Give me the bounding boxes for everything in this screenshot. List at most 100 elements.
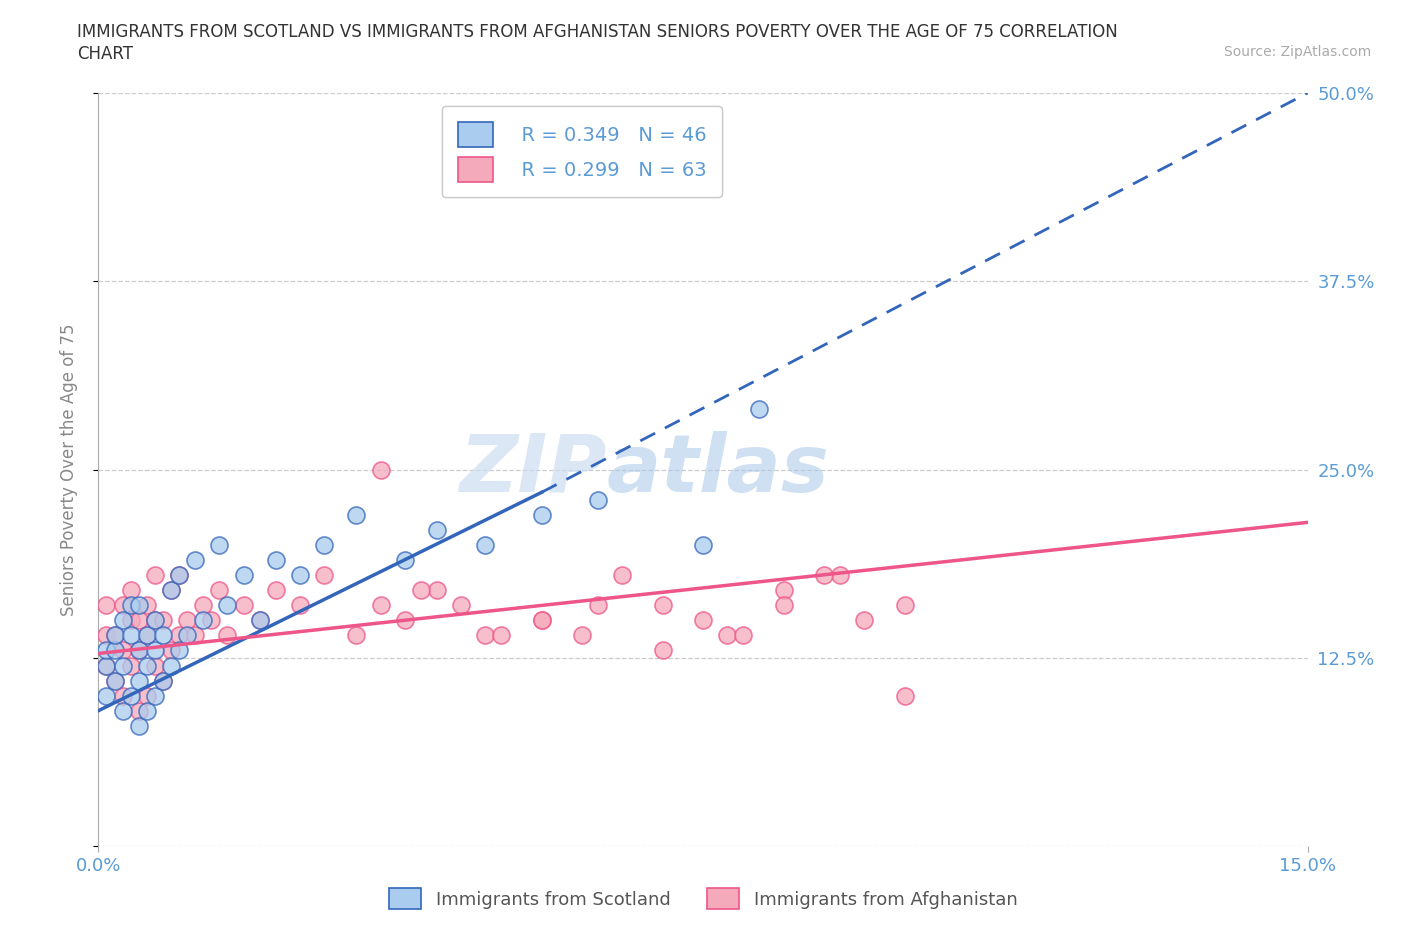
Point xyxy=(409,583,432,598)
Point xyxy=(143,688,166,703)
Point xyxy=(167,567,190,582)
Point xyxy=(128,718,150,733)
Point xyxy=(893,598,915,613)
Point xyxy=(748,402,770,417)
Point xyxy=(143,613,166,628)
Point xyxy=(103,673,125,688)
Point xyxy=(128,703,150,718)
Text: atlas: atlas xyxy=(606,431,830,509)
Point xyxy=(120,598,142,613)
Point xyxy=(530,613,553,628)
Point xyxy=(152,628,174,643)
Point xyxy=(176,613,198,628)
Point xyxy=(530,508,553,523)
Point xyxy=(716,628,738,643)
Point xyxy=(128,643,150,658)
Point xyxy=(264,583,287,598)
Point xyxy=(143,613,166,628)
Point xyxy=(853,613,876,628)
Point xyxy=(96,658,118,673)
Point xyxy=(120,583,142,598)
Point xyxy=(193,598,215,613)
Point xyxy=(184,552,207,567)
Point xyxy=(692,613,714,628)
Point xyxy=(111,613,134,628)
Point xyxy=(143,658,166,673)
Point xyxy=(184,628,207,643)
Point xyxy=(96,688,118,703)
Point xyxy=(111,598,134,613)
Point xyxy=(128,643,150,658)
Point xyxy=(103,673,125,688)
Text: Source: ZipAtlas.com: Source: ZipAtlas.com xyxy=(1223,45,1371,59)
Legend: Immigrants from Scotland, Immigrants from Afghanistan: Immigrants from Scotland, Immigrants fro… xyxy=(381,881,1025,916)
Point xyxy=(491,628,513,643)
Point xyxy=(893,688,915,703)
Point xyxy=(450,598,472,613)
Point xyxy=(733,628,755,643)
Point xyxy=(249,613,271,628)
Point xyxy=(813,567,835,582)
Point xyxy=(370,598,392,613)
Point xyxy=(344,628,367,643)
Point xyxy=(103,628,125,643)
Point xyxy=(288,598,311,613)
Point xyxy=(370,462,392,477)
Point xyxy=(692,538,714,552)
Point xyxy=(167,643,190,658)
Point xyxy=(152,673,174,688)
Point xyxy=(120,688,142,703)
Point xyxy=(111,703,134,718)
Point xyxy=(232,598,254,613)
Point xyxy=(135,628,157,643)
Point xyxy=(152,673,174,688)
Point xyxy=(96,643,118,658)
Point xyxy=(651,598,673,613)
Point xyxy=(264,552,287,567)
Point xyxy=(474,538,496,552)
Point xyxy=(176,628,198,643)
Point xyxy=(160,583,183,598)
Point xyxy=(96,658,118,673)
Point xyxy=(586,492,609,507)
Point xyxy=(249,613,271,628)
Point xyxy=(96,598,118,613)
Point xyxy=(128,613,150,628)
Point xyxy=(160,658,183,673)
Point xyxy=(167,567,190,582)
Point xyxy=(232,567,254,582)
Point xyxy=(193,613,215,628)
Point xyxy=(135,628,157,643)
Point xyxy=(167,628,190,643)
Point xyxy=(111,688,134,703)
Point xyxy=(111,643,134,658)
Point xyxy=(143,643,166,658)
Point xyxy=(160,583,183,598)
Point xyxy=(135,688,157,703)
Text: ZIP: ZIP xyxy=(458,431,606,509)
Point xyxy=(394,613,416,628)
Point xyxy=(160,643,183,658)
Point xyxy=(135,658,157,673)
Point xyxy=(571,628,593,643)
Text: CHART: CHART xyxy=(77,45,134,62)
Point xyxy=(135,598,157,613)
Point xyxy=(828,567,851,582)
Point xyxy=(530,613,553,628)
Point xyxy=(111,658,134,673)
Point xyxy=(135,703,157,718)
Point xyxy=(474,628,496,643)
Point xyxy=(103,643,125,658)
Point xyxy=(288,567,311,582)
Point xyxy=(651,643,673,658)
Point xyxy=(120,628,142,643)
Point xyxy=(120,658,142,673)
Point xyxy=(128,673,150,688)
Point xyxy=(772,598,794,613)
Point xyxy=(772,583,794,598)
Point xyxy=(344,508,367,523)
Point xyxy=(314,567,336,582)
Point xyxy=(586,598,609,613)
Text: IMMIGRANTS FROM SCOTLAND VS IMMIGRANTS FROM AFGHANISTAN SENIORS POVERTY OVER THE: IMMIGRANTS FROM SCOTLAND VS IMMIGRANTS F… xyxy=(77,23,1118,41)
Point xyxy=(314,538,336,552)
